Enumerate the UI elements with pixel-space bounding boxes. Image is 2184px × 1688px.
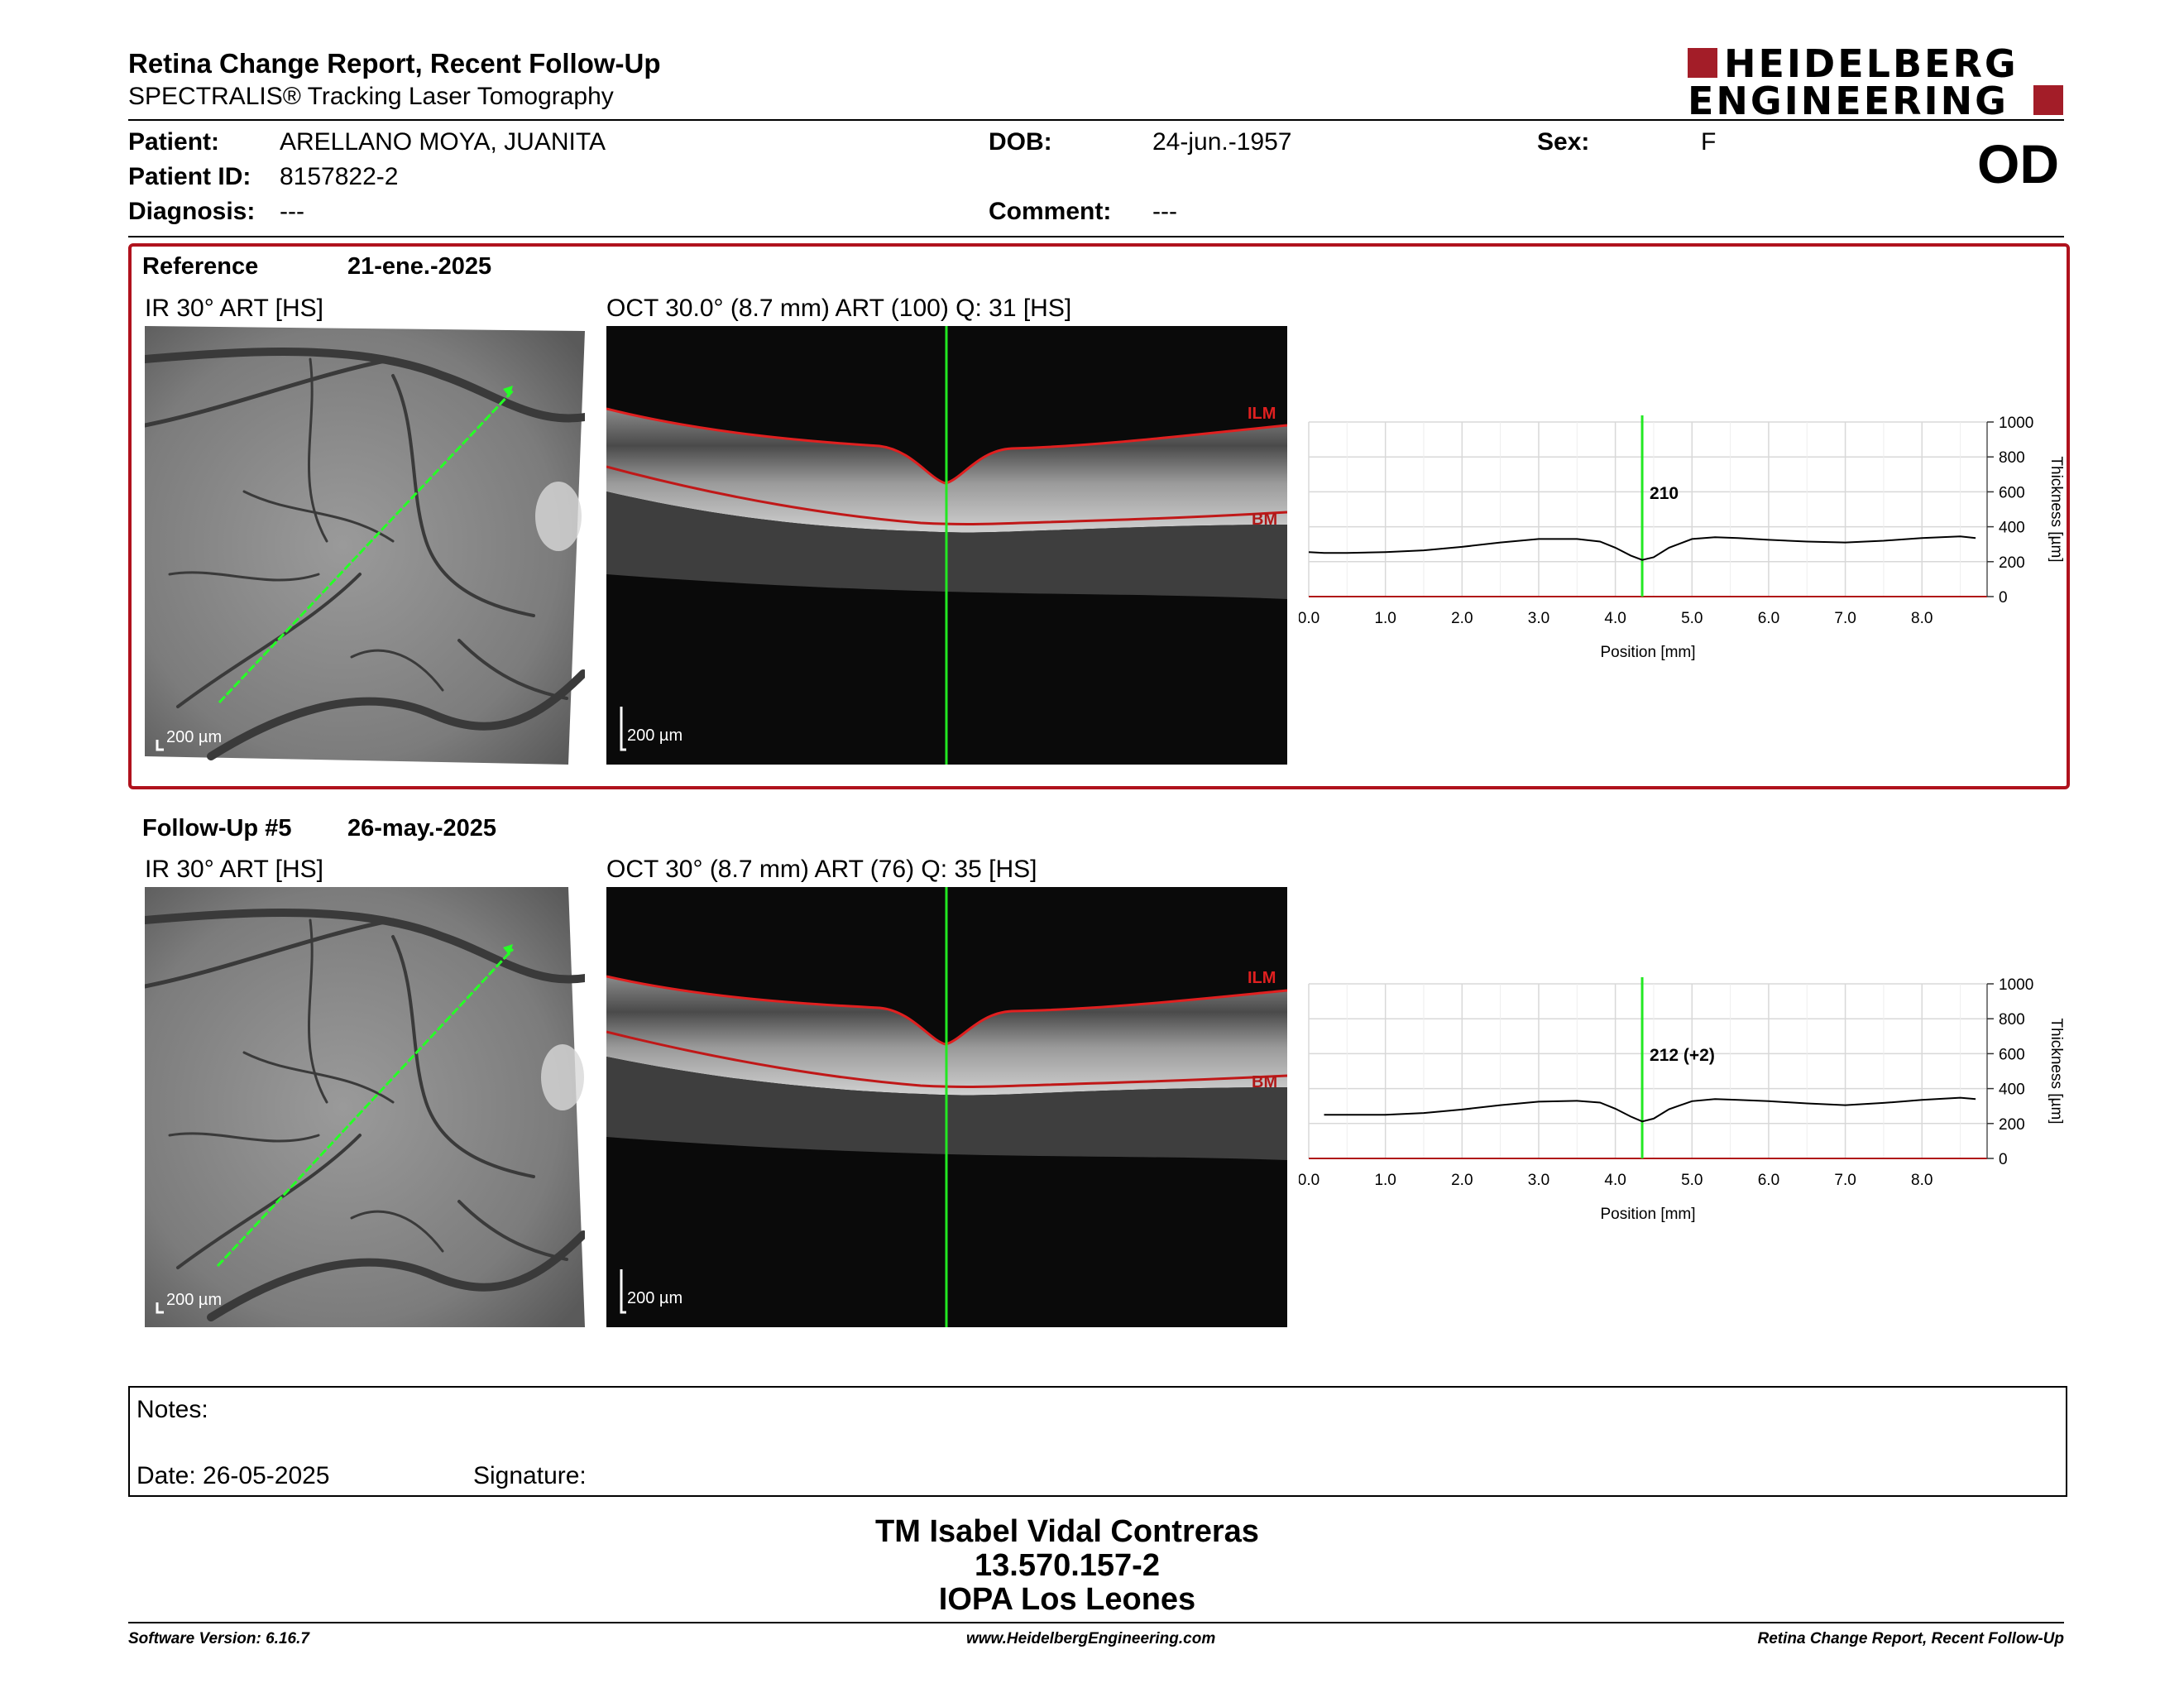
followup-ir-label: IR 30° ART [HS] <box>145 856 323 883</box>
reference-chart-xtick-label: 8.0 <box>1911 610 1933 627</box>
logo-line-2: ENGINEERING <box>1688 79 2009 123</box>
reference-ir-scale: 200 µm <box>166 728 223 746</box>
followup-date: 26-may.-2025 <box>347 815 497 842</box>
comment-value: --- <box>1152 198 1177 225</box>
reference-chart-ytick-label: 800 <box>1999 449 2025 467</box>
followup-ir-image: 200 µm <box>145 887 585 1327</box>
followup-chart-ytick-label: 800 <box>1999 1011 2025 1029</box>
followup-chart-ytick-label: 200 <box>1999 1116 2025 1134</box>
reference-chart-xtick-label: 6.0 <box>1758 610 1779 627</box>
patient-name: ARELLANO MOYA, JUANITA <box>280 128 606 156</box>
patient-id-label: Patient ID: <box>128 163 251 190</box>
followup-ir-scale: 200 µm <box>166 1291 223 1309</box>
reference-ir-image: 200 µm <box>145 326 585 765</box>
followup-oct-scale: 200 µm <box>627 1289 683 1307</box>
followup-ilm-label: ILM <box>1248 969 1276 987</box>
dob-label: DOB: <box>989 128 1052 156</box>
reference-oct-scale: 200 µm <box>627 727 683 745</box>
reference-frame <box>128 243 2070 789</box>
dob-value: 24-jun.-1957 <box>1152 128 1292 156</box>
reference-chart-yaxis-label: Thickness [µm] <box>2048 456 2065 562</box>
reference-chart-xtick-label: 3.0 <box>1528 610 1549 627</box>
signer-name: TM Isabel Vidal Contreras <box>875 1514 1259 1549</box>
header-divider <box>128 119 2064 121</box>
logo-square-right <box>2033 85 2063 115</box>
followup-chart-xtick-label: 4.0 <box>1604 1172 1626 1189</box>
followup-chart-xtick-label: 2.0 <box>1451 1172 1473 1189</box>
reference-chart-xtick-label: 0.0 <box>1299 610 1320 627</box>
followup-oct-image: ILM BM 200 µm <box>606 887 1287 1327</box>
followup-thickness-chart: 0 200 400 600 800 1000 0.0 1.0 2.0 3.0 4.0 5.0 6.0 7.… <box>1298 971 2085 1244</box>
footer-website[interactable]: www.HeidelbergEngineering.com <box>966 1630 1216 1647</box>
report-subtitle: SPECTRALIS® Tracking Laser Tomography <box>128 83 614 110</box>
reference-ilm-label: ILM <box>1248 405 1276 423</box>
reference-label: Reference <box>142 253 259 280</box>
footer-software: Software Version: 6.16.7 <box>128 1630 309 1647</box>
sex-value: F <box>1701 128 1717 156</box>
signer-organization: IOPA Los Leones <box>938 1582 1196 1617</box>
notes-box: Notes: Date: 26-05-2025 Signature: <box>128 1386 2067 1497</box>
diagnosis-label: Diagnosis: <box>128 198 256 225</box>
reference-chart-ytick-label: 0 <box>1999 589 2008 607</box>
followup-chart-marker-label: 212 (+2) <box>1650 1046 1715 1065</box>
footer-report-name: Retina Change Report, Recent Follow-Up <box>1757 1630 2064 1647</box>
report-title: Retina Change Report, Recent Follow-Up <box>128 48 661 79</box>
reference-chart-xtick-label: 2.0 <box>1451 610 1473 627</box>
followup-chart-xtick-label: 7.0 <box>1834 1172 1856 1189</box>
followup-chart-xtick-label: 6.0 <box>1758 1172 1779 1189</box>
reference-chart-ytick-label: 600 <box>1999 484 2025 501</box>
comment-label: Comment: <box>989 198 1112 225</box>
followup-chart-xtick-label: 1.0 <box>1374 1172 1396 1189</box>
followup-chart-xtick-label: 8.0 <box>1911 1172 1933 1189</box>
sex-label: Sex: <box>1537 128 1590 156</box>
reference-chart-ytick-label: 200 <box>1999 554 2025 572</box>
patient-label: Patient: <box>128 128 220 156</box>
followup-oct-label: OCT 30° (8.7 mm) ART (76) Q: 35 [HS] <box>606 856 1037 883</box>
reference-chart-marker-label: 210 <box>1650 484 1679 503</box>
followup-chart-xtick-label: 3.0 <box>1528 1172 1549 1189</box>
followup-chart-ytick-label: 600 <box>1999 1046 2025 1063</box>
reference-chart-xtick-label: 4.0 <box>1604 610 1626 627</box>
signer-id: 13.570.157-2 <box>975 1548 1160 1583</box>
followup-chart-xtick-label: 5.0 <box>1681 1172 1703 1189</box>
eye-laterality: OD <box>1977 133 2059 194</box>
followup-bm-label: BM <box>1252 1073 1277 1091</box>
reference-thickness-chart: 0 200 400 600 800 1000 0.0 1.0 2.0 3.0 4.0 5.0 6.0 7.… <box>1298 410 2085 683</box>
reference-chart-ytick-label: 400 <box>1999 520 2025 537</box>
patient-divider <box>128 236 2064 237</box>
followup-chart-ytick-label: 0 <box>1999 1151 2008 1168</box>
diagnosis-value: --- <box>280 198 304 225</box>
followup-chart-thickness-line <box>1324 1096 1976 1123</box>
reference-oct-image: ILM BM 200 µm <box>606 326 1287 765</box>
followup-chart-yaxis-label: Thickness [µm] <box>2048 1018 2065 1124</box>
footer-divider <box>128 1622 2064 1623</box>
reference-chart-xtick-label: 1.0 <box>1374 610 1396 627</box>
reference-oct-label: OCT 30.0° (8.7 mm) ART (100) Q: 31 [HS] <box>606 295 1072 322</box>
reference-bm-label: BM <box>1252 511 1277 529</box>
reference-chart-xaxis-label: Position [mm] <box>1600 644 1695 661</box>
notes-label: Notes: <box>136 1396 208 1423</box>
reference-chart-ytick-label: 1000 <box>1999 415 2033 432</box>
reference-chart-thickness-line <box>1308 535 1976 561</box>
logo-square-left <box>1688 48 1717 78</box>
reference-date: 21-ene.-2025 <box>347 253 492 280</box>
followup-chart-ytick-label: 1000 <box>1999 976 2033 994</box>
logo-line-1: HEIDELBERG <box>1724 41 2019 86</box>
notes-date: Date: 26-05-2025 <box>136 1462 330 1489</box>
reference-ir-label: IR 30° ART [HS] <box>145 295 323 322</box>
notes-signature-label: Signature: <box>473 1462 587 1489</box>
followup-chart-xtick-label: 0.0 <box>1299 1172 1320 1189</box>
followup-chart-ytick-label: 400 <box>1999 1081 2025 1099</box>
followup-label: Follow-Up #5 <box>142 815 292 842</box>
reference-chart-xtick-label: 5.0 <box>1681 610 1703 627</box>
reference-chart-xtick-label: 7.0 <box>1834 610 1856 627</box>
followup-chart-xaxis-label: Position [mm] <box>1600 1206 1695 1223</box>
patient-id: 8157822-2 <box>280 163 399 190</box>
